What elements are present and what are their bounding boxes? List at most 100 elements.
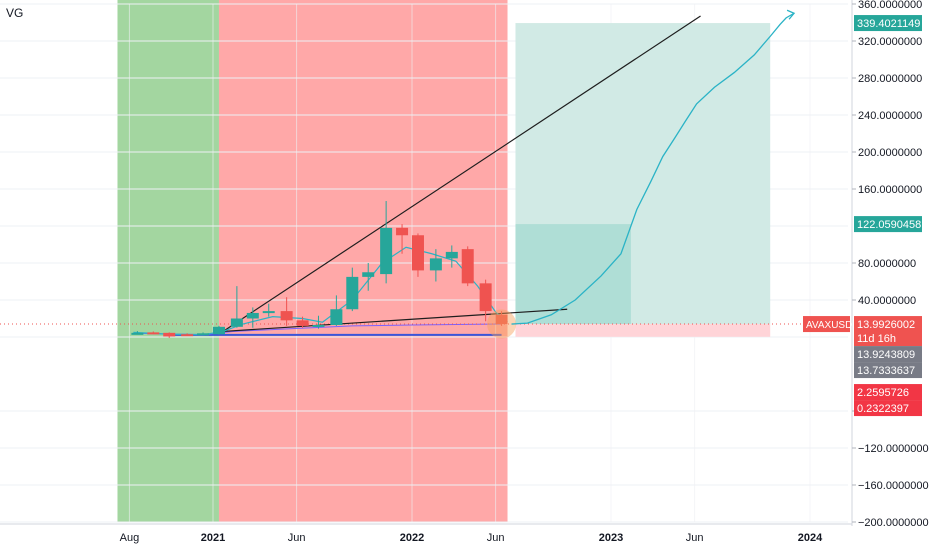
price-tag-mid-target-text: 122.0590458: [857, 219, 921, 231]
candle: [246, 307, 259, 328]
price-tag-gray-1: 13.9243809: [854, 346, 922, 363]
candle-body: [429, 258, 442, 271]
candle-body: [445, 251, 458, 259]
time-axis-label: 2022: [400, 532, 424, 544]
countdown-text: 11d 16h: [857, 333, 896, 345]
trendline-1: [222, 15, 701, 332]
price-tag-red-1: 2.2595726: [854, 384, 922, 401]
candle: [197, 332, 210, 336]
candle: [296, 316, 309, 328]
trendline-2: [222, 308, 568, 333]
symbol-label-bg: [803, 316, 850, 333]
candle-body: [362, 272, 375, 277]
candle-body: [212, 326, 225, 335]
price-axis-label: 320.0000000: [858, 36, 922, 48]
candle-body: [280, 311, 293, 321]
price-axis-label: 200.0000000: [858, 147, 922, 159]
candle: [495, 311, 508, 326]
candle-body: [461, 249, 474, 284]
candle-body: [246, 312, 259, 319]
symbol-label-tag: AVAXUSD: [803, 316, 852, 333]
candle-body: [411, 235, 424, 271]
candle: [312, 315, 325, 329]
candle: [346, 267, 359, 312]
candle: [380, 201, 393, 284]
price-axis-label: −200.0000000: [858, 517, 929, 529]
price-tag-red-2-text: 0.2322397: [857, 403, 909, 415]
candle: [212, 325, 225, 335]
candle: [163, 332, 176, 338]
price-axis-label: 360.0000000: [858, 0, 922, 11]
candle: [280, 297, 293, 326]
candle-body: [495, 314, 508, 325]
candle: [479, 279, 492, 322]
candle-body: [147, 332, 160, 335]
candle-body: [262, 311, 275, 314]
candle-body: [346, 276, 359, 310]
price-tag-gray-2-text: 13.7333637: [857, 365, 915, 377]
candle: [131, 330, 144, 335]
price-axis-label: 240.0000000: [858, 110, 922, 122]
symbol-price-text: 13.9926002: [857, 319, 915, 331]
highlight-circle: [487, 309, 517, 339]
candle: [429, 249, 442, 282]
candle-body: [396, 227, 409, 236]
candle-body: [181, 334, 194, 337]
time-axis-label: Jun: [288, 532, 306, 544]
symbol-label-text: AVAXUSD: [806, 320, 852, 331]
time-axis-label: Jun: [487, 532, 505, 544]
time-axis-label: Jun: [686, 532, 704, 544]
candle: [396, 224, 409, 254]
price-axis-label: −160.0000000: [858, 480, 929, 492]
candle: [262, 303, 275, 317]
price-axis-label: 80.0000000: [858, 258, 916, 270]
time-axis-label: 2021: [201, 532, 225, 544]
price-tag-red-1-bg: [854, 384, 922, 401]
time-axis-label: 2023: [599, 532, 623, 544]
candle: [461, 246, 474, 287]
candle-body: [163, 332, 176, 337]
price-axis-label: 280.0000000: [858, 73, 922, 85]
candle: [411, 233, 424, 277]
price-tag-mid-target: 122.0590458: [854, 216, 922, 233]
red-zone: [218, 0, 508, 522]
candle: [362, 263, 375, 291]
price-tag-gray-1-bg: [854, 346, 922, 363]
candle-body: [312, 324, 325, 327]
price-axis-label: −120.0000000: [858, 443, 929, 455]
candle-body: [330, 309, 343, 325]
symbol-price-tag: 13.9926002 11d 16h: [854, 316, 922, 347]
projection-curve: [511, 12, 795, 325]
candle-body: [380, 227, 393, 275]
time-axis-label: 2024: [798, 532, 823, 544]
price-tag-mid-target-bg: [854, 216, 922, 233]
price-tag-top-target: 339.4021149: [854, 15, 922, 32]
price-axis-label: 160.0000000: [858, 184, 922, 196]
price-tag-top-target-bg: [854, 15, 922, 32]
price-tag-gray-1-text: 13.9243809: [857, 349, 915, 361]
candle: [181, 333, 194, 337]
price-axis-label: 40.0000000: [858, 295, 916, 307]
candle: [230, 286, 243, 328]
target-inner-zone: [515, 224, 631, 325]
candle-body: [197, 333, 210, 336]
candle: [445, 245, 458, 268]
price-tag-red-2: 0.2322397: [854, 400, 922, 417]
symbol-title: VG: [6, 6, 24, 20]
symbol-price-bg: [854, 316, 922, 347]
price-tag-gray-2: 13.7333637: [854, 362, 922, 379]
candle: [147, 331, 160, 335]
time-axis-label: Aug: [120, 532, 140, 544]
price-tag-red-1-text: 2.2595726: [857, 387, 909, 399]
candle: [330, 295, 343, 326]
price-tag-gray-2-bg: [854, 362, 922, 379]
stop-zone: [515, 324, 771, 337]
projection-arrow: [786, 9, 796, 20]
price-tag-red-2-bg: [854, 400, 922, 417]
green-zone: [117, 0, 219, 522]
candle-body: [296, 320, 309, 326]
candle-body: [131, 332, 144, 335]
candle-body: [230, 318, 243, 327]
